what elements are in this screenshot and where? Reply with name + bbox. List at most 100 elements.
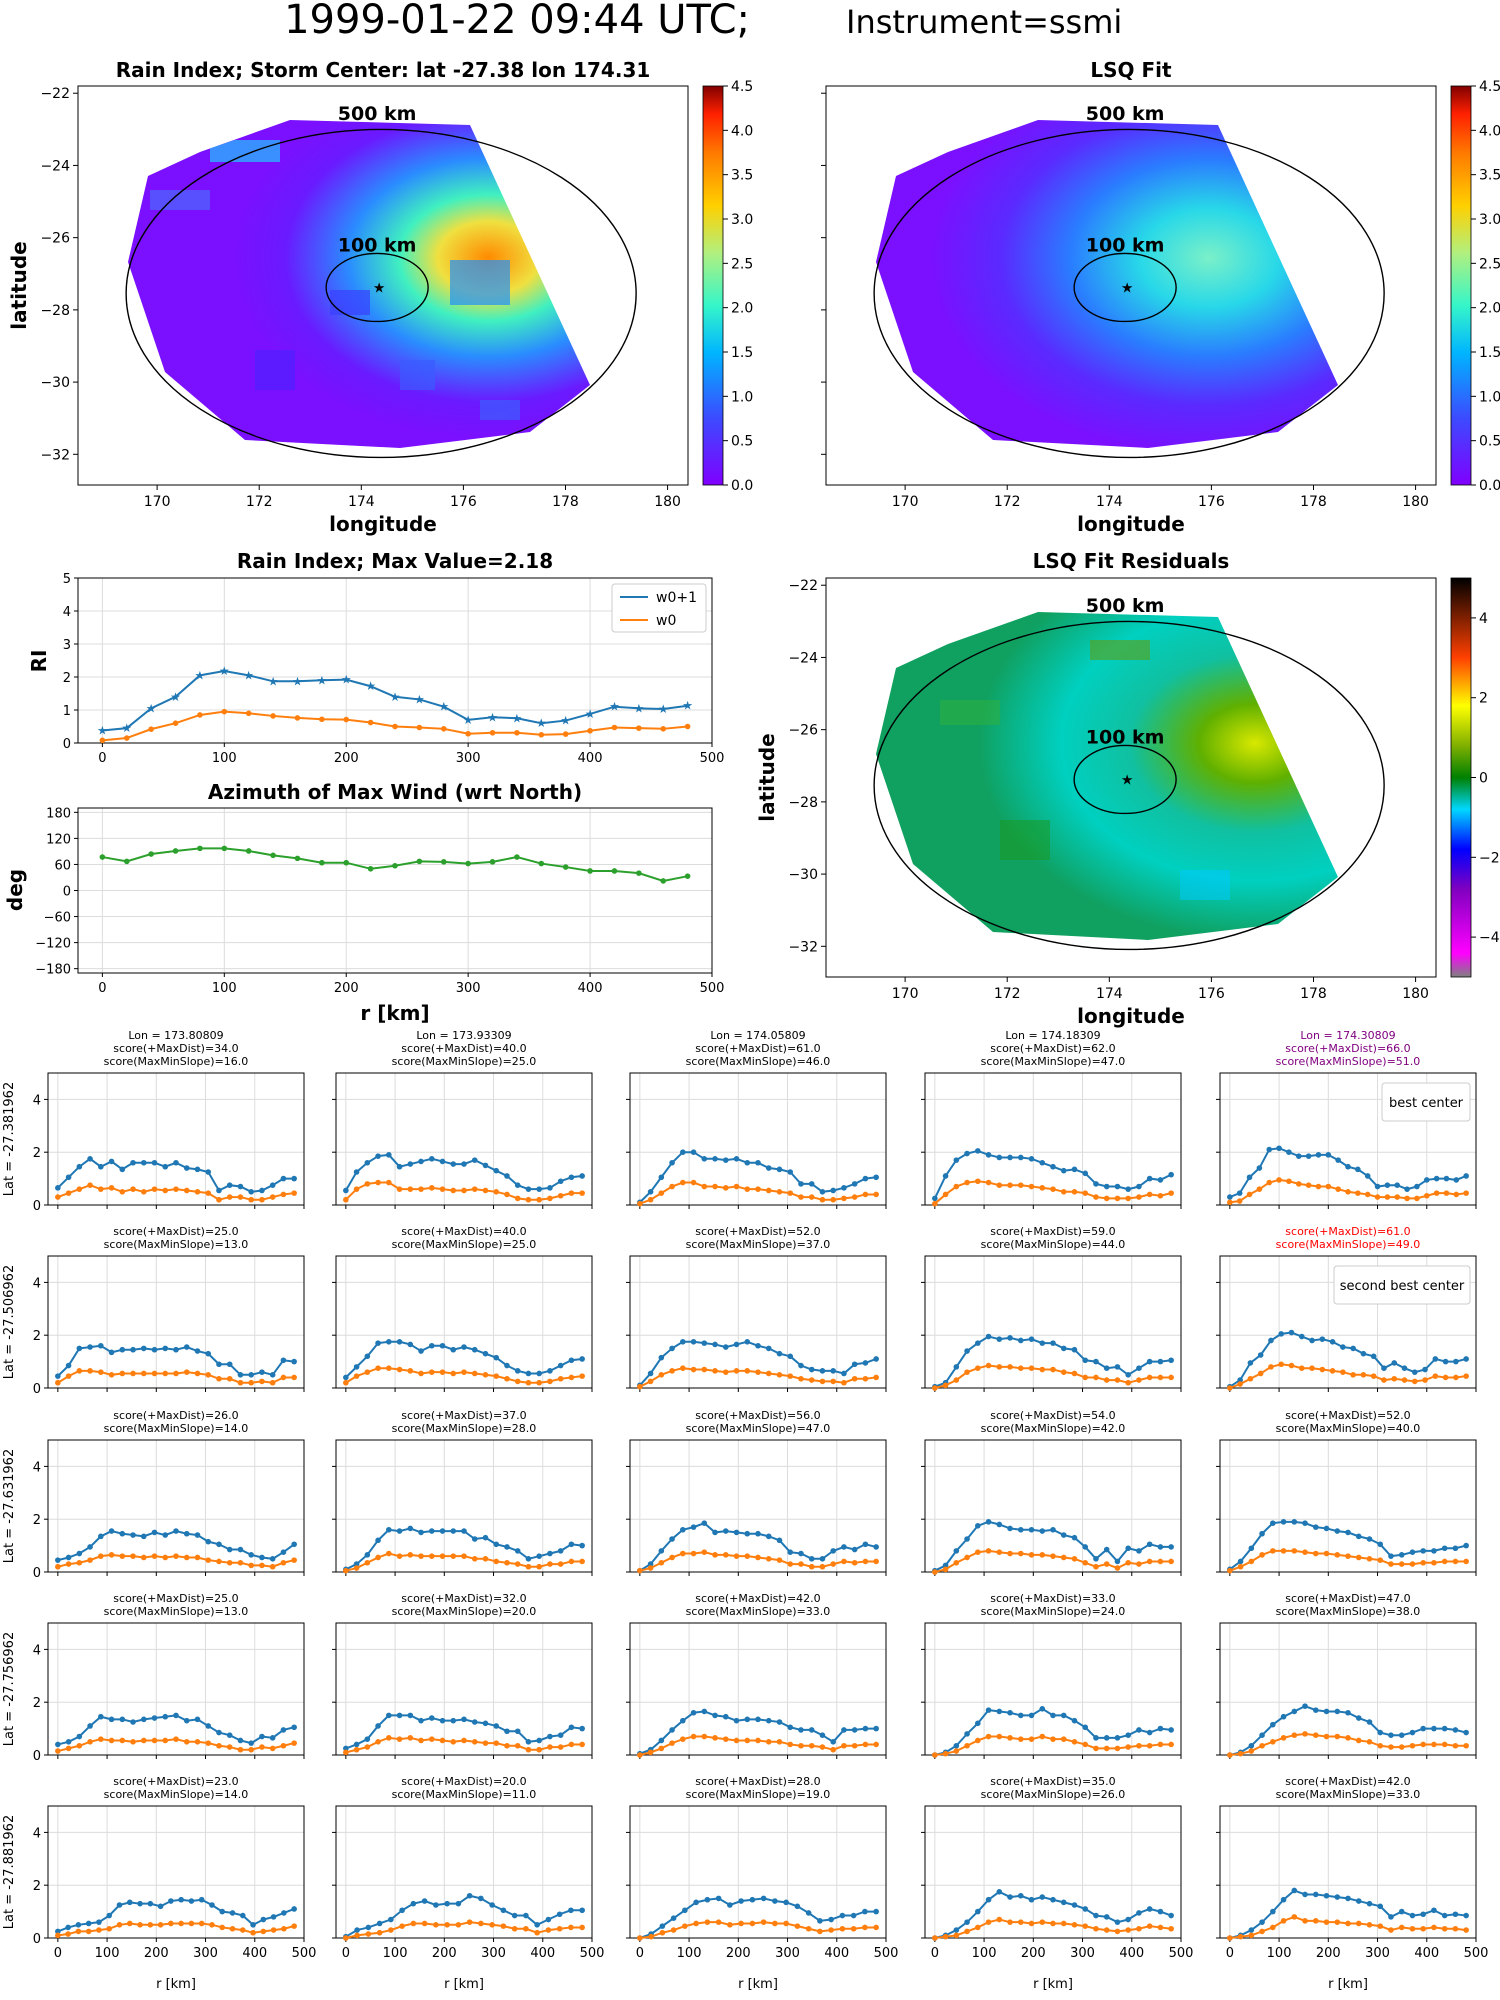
azimuth-point [562, 864, 569, 870]
y-tick-label: 0 [63, 737, 71, 752]
panel-w0-point [953, 1559, 960, 1566]
panel-score-maxdist: score(+MaxDist)=40.0 [401, 1225, 526, 1238]
panel-w0-point [722, 1185, 729, 1191]
rain-w0p1-point: ★ [316, 673, 327, 687]
panel-w0p1-point [119, 1346, 126, 1353]
panel-w0-point [205, 1372, 212, 1378]
panel-w0p1-point [873, 1725, 879, 1732]
panel-w0p1-point [1007, 1894, 1013, 1900]
panel-w0-point [1452, 1925, 1459, 1932]
panel-w0p1-point [1114, 1558, 1121, 1565]
panel-w0-point [760, 1919, 767, 1925]
panel-w0p1-point [547, 1550, 553, 1557]
panel-w0-point [87, 1739, 93, 1745]
panel-w0-point [151, 1737, 158, 1744]
panel-w0-point [985, 1733, 992, 1740]
panel-w0-point [407, 1735, 414, 1741]
y-tick-label: 4 [33, 1643, 41, 1658]
plot-frame [335, 1439, 593, 1573]
panel-w0p1-point [975, 1720, 981, 1727]
panel-w0-point [1257, 1370, 1264, 1377]
panel-w0p1-point [1237, 1377, 1243, 1383]
panel-w0p1-point [1453, 1177, 1460, 1183]
panel-w0-point [765, 1739, 772, 1745]
panel-w0-point [130, 1186, 136, 1192]
panel-w0p1-point [55, 1185, 61, 1191]
panel-score-slope: score(MaxMinSlope)=40.0 [1276, 1422, 1421, 1435]
panel-w0p1-point [375, 1340, 381, 1346]
panel-w0p1-point [108, 1716, 115, 1723]
panel-w0-point [1093, 1563, 1099, 1570]
panel-w0-point [493, 1740, 500, 1746]
panel-w0p1-point [953, 1742, 960, 1749]
panel-w0p1-point [1039, 1706, 1046, 1712]
panel-w0-point [637, 1567, 643, 1574]
panel-w0p1-point [216, 1729, 222, 1736]
panel-w0p1-point [237, 1183, 244, 1190]
panel-w0-point [942, 1933, 949, 1940]
rain-w0-point [148, 726, 154, 732]
panel-w0-point [1377, 1557, 1384, 1563]
ring-label-100km: 100 km [1086, 726, 1165, 748]
panel-w0p1-point [733, 1156, 740, 1162]
panel-w0p1-point [291, 1724, 297, 1731]
panel-w0-point [647, 1378, 654, 1385]
plot-frame [924, 1439, 1182, 1573]
panel-w0p1-point [205, 1350, 212, 1357]
panel-w0p1-point [1028, 1336, 1035, 1342]
azimuth-point [172, 848, 179, 854]
panel-w0p1-point [353, 1561, 360, 1567]
panel-w0p1-point [985, 1152, 992, 1158]
panel-w0-point [953, 1377, 960, 1383]
panel-w0-point [1377, 1742, 1384, 1749]
panel-w0p1-point [1409, 1729, 1416, 1736]
panel-w0-point [1246, 1191, 1253, 1198]
panel-w0-point [1060, 1736, 1067, 1742]
panel-w0p1-point [1355, 1166, 1361, 1173]
panel-w0-point [471, 1370, 478, 1377]
panel-w0-point [1432, 1373, 1439, 1379]
panel-w0p1-point [1288, 1329, 1295, 1336]
panel-w0p1-point [1463, 1912, 1469, 1919]
panel-w0-point [269, 1563, 276, 1570]
y-tick-label: −28 [40, 303, 70, 319]
panel-w0p1-point [1323, 1892, 1330, 1899]
panel-w0p1-point [850, 1912, 857, 1919]
panel-w0-point [1323, 1919, 1330, 1925]
panel-w0p1-point [178, 1896, 184, 1903]
x-tick-label: 400 [578, 751, 603, 766]
colorbar-tick-label: 3.5 [731, 168, 753, 184]
panel-w0-point [568, 1924, 574, 1931]
rain-w0p1-point: ★ [170, 690, 181, 704]
panel-w0p1-point [168, 1898, 174, 1904]
panel-w0-point [1227, 1199, 1233, 1206]
panel-w0p1-point [1259, 1919, 1265, 1925]
panel-w0p1-point [1114, 1735, 1121, 1741]
x-tick-label: 500 [874, 1946, 899, 1961]
panel-w0-point [1388, 1561, 1394, 1567]
panel-w0-point [1266, 1179, 1273, 1186]
panel-w0p1-point [669, 1345, 675, 1352]
rain-w0p1-point: ★ [414, 692, 425, 706]
x-tick-label: 176 [1198, 494, 1225, 510]
panel-w0-point [1227, 1567, 1233, 1574]
azimuth-point [367, 865, 374, 872]
panel-w0p1-point [1039, 1159, 1046, 1166]
rain-w0p1-point: ★ [438, 700, 449, 714]
panel-w0-point [830, 1378, 836, 1385]
panel-w0p1-point [504, 1362, 510, 1369]
panel-w0p1-point [482, 1162, 489, 1169]
panel-w0p1-point [173, 1528, 179, 1534]
panel-w0-point [116, 1922, 123, 1928]
panel-w0-point [237, 1194, 244, 1200]
panel-w0p1-point [817, 1918, 823, 1924]
panel-w0p1-point [248, 1189, 254, 1195]
panel-w0p1-point [658, 1548, 665, 1554]
x-tick-label: 172 [246, 494, 273, 510]
panel-w0-point [205, 1190, 212, 1196]
x-tick-label: 100 [212, 981, 237, 996]
panel-w0p1-point [996, 1708, 1003, 1715]
panel-w0-point [536, 1746, 542, 1753]
panel-w0p1-point [1280, 1896, 1287, 1903]
panel-w0-point [482, 1187, 489, 1194]
